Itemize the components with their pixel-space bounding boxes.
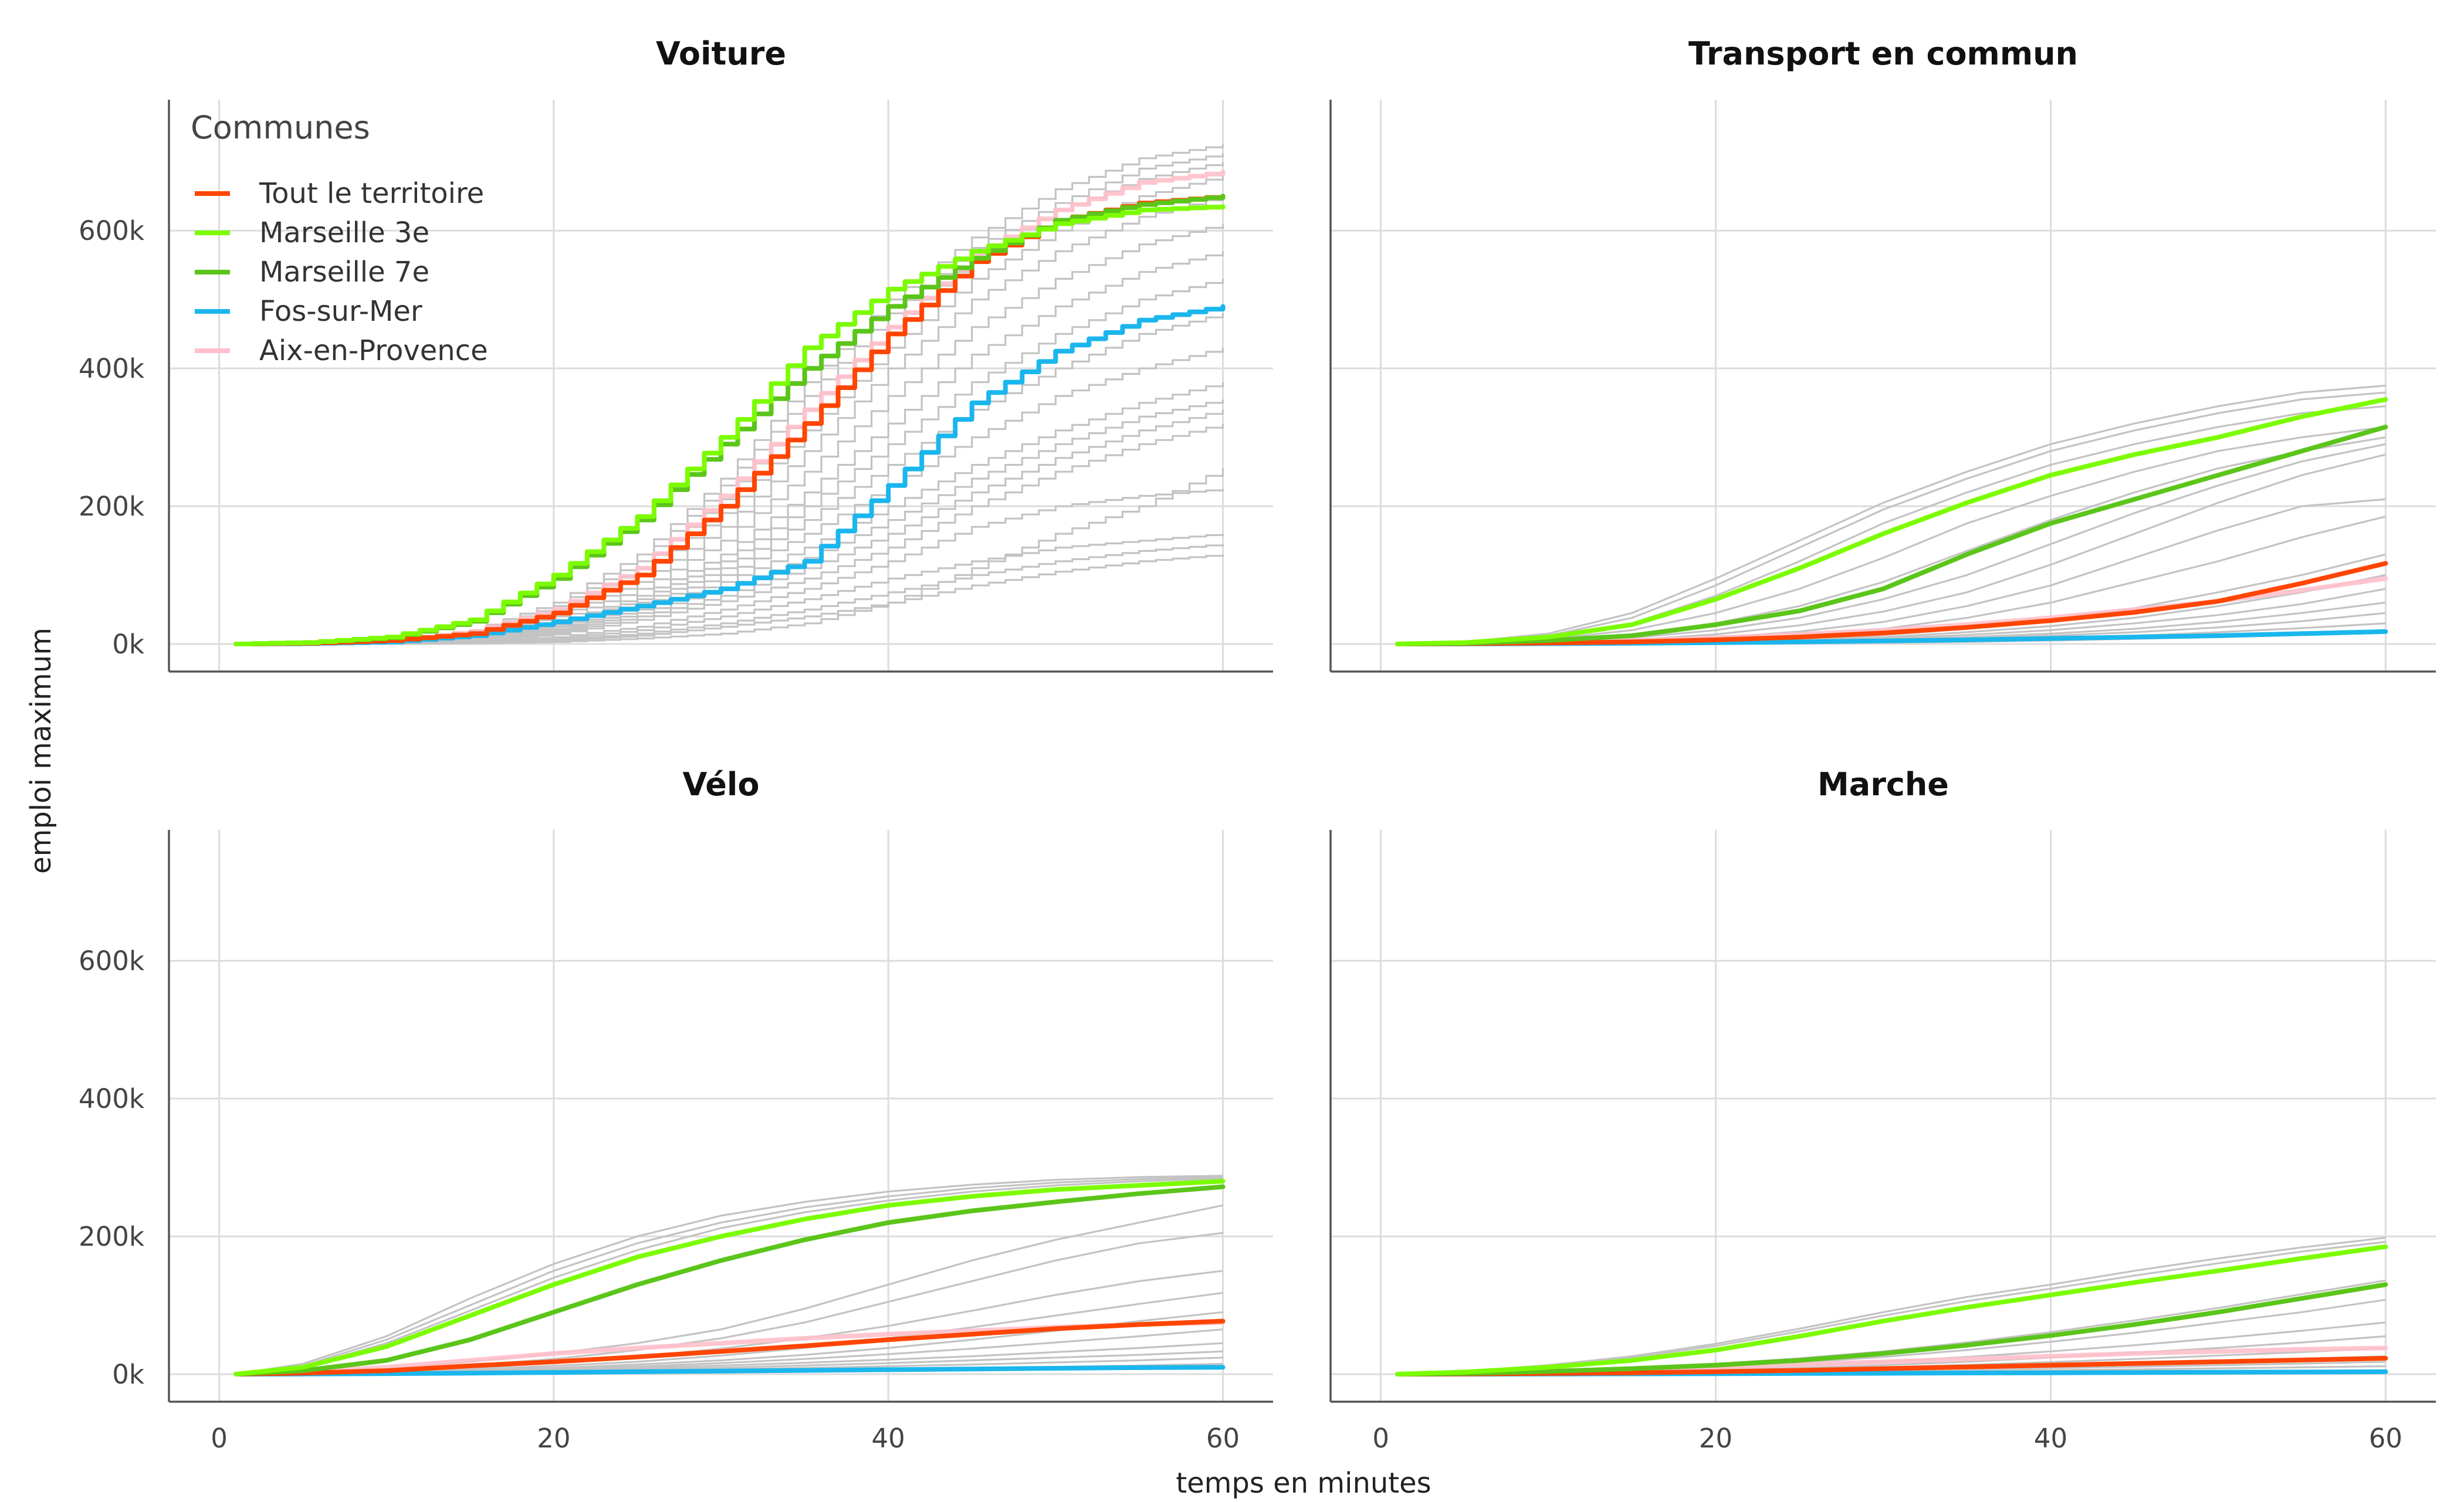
series-line-tout-le-territoire	[233, 1318, 1226, 1376]
commune-line	[1397, 384, 2386, 645]
series-line-marseille-3e	[233, 1179, 1226, 1376]
x-tick-label: 20	[1699, 1423, 1732, 1454]
panel-voiture: Voiture 0k 200k 400k 600k	[79, 35, 1273, 673]
x-tick-label: 0	[1372, 1423, 1389, 1454]
panel-transport-en-commun: Transport en commun	[1329, 35, 2436, 673]
commune-line	[236, 423, 1224, 645]
series-line-tout-le-territoire	[1395, 561, 2388, 646]
legend-title: Communes	[191, 109, 370, 146]
x-tick-label: 20	[537, 1423, 570, 1454]
legend-item-marseille-7e: Marseille 7e	[195, 256, 429, 289]
legend-label: Aix-en-Provence	[259, 334, 488, 367]
x-axis-title: temps en minutes	[1176, 1467, 1431, 1500]
y-tick-label: 200k	[79, 491, 144, 522]
commune-line	[235, 1176, 1223, 1375]
commune-line	[1397, 426, 2386, 645]
x-tick-label: 0	[211, 1423, 228, 1454]
commune-line	[235, 1175, 1223, 1375]
y-tick-label: 0k	[112, 1359, 144, 1390]
commune-line	[1397, 443, 2386, 645]
legend-label: Fos-sur-Mer	[259, 295, 422, 328]
commune-line	[236, 468, 1224, 645]
series-line-marseille-7e	[233, 1184, 1226, 1376]
x-tick-label: 40	[2034, 1423, 2067, 1454]
x-tick-label: 40	[872, 1423, 905, 1454]
x-tick-label: 60	[1206, 1423, 1240, 1454]
commune-line	[235, 1177, 1223, 1375]
y-tick-label: 400k	[79, 1083, 144, 1114]
commune-line	[236, 544, 1224, 645]
series-line-marseille-3e	[1395, 397, 2388, 646]
y-tick-label: 600k	[79, 215, 144, 246]
series-line-marseille-7e	[1395, 425, 2388, 646]
commune-line	[1397, 453, 2386, 645]
x-tick-label: 60	[2369, 1423, 2402, 1454]
panel-title: Vélo	[682, 766, 759, 803]
y-tick-label: 200k	[79, 1221, 144, 1252]
legend-item-marseille-3e: Marseille 3e	[195, 216, 429, 249]
legend-item-fos-sur-mer: Fos-sur-Mer	[195, 295, 422, 328]
legend: Communes Tout le territoire Marseille 3e Ma…	[191, 109, 488, 367]
panel-title: Voiture	[656, 35, 786, 72]
y-tick-label: 600k	[79, 945, 144, 977]
y-tick-label: 400k	[79, 353, 144, 384]
panel-marche: Marche 0 20 40 60	[1329, 766, 2436, 1454]
legend-item-tout-le-territoire: Tout le territoire	[195, 177, 484, 210]
series-line-marseille-7e	[1395, 1282, 2388, 1376]
series-line-fos-sur-mer	[233, 1365, 1226, 1376]
panel-velo: Vélo 0k 200k 400k 600k 0 20 40 60	[79, 766, 1273, 1454]
legend-label: Marseille 3e	[259, 216, 429, 249]
background-communes	[1397, 384, 2386, 645]
legend-item-aix-en-provence: Aix-en-Provence	[195, 334, 488, 367]
commune-line	[1397, 516, 2386, 645]
y-axis-title: emploi maximum	[25, 628, 57, 874]
legend-label: Marseille 7e	[259, 256, 429, 289]
panel-title: Transport en commun	[1688, 35, 2078, 72]
series-line-marseille-3e	[1395, 1244, 2388, 1376]
legend-label: Tout le territoire	[259, 177, 484, 210]
series-line-marseille-3e	[233, 204, 1226, 646]
y-tick-label: 0k	[112, 629, 144, 660]
panel-title: Marche	[1817, 766, 1949, 803]
